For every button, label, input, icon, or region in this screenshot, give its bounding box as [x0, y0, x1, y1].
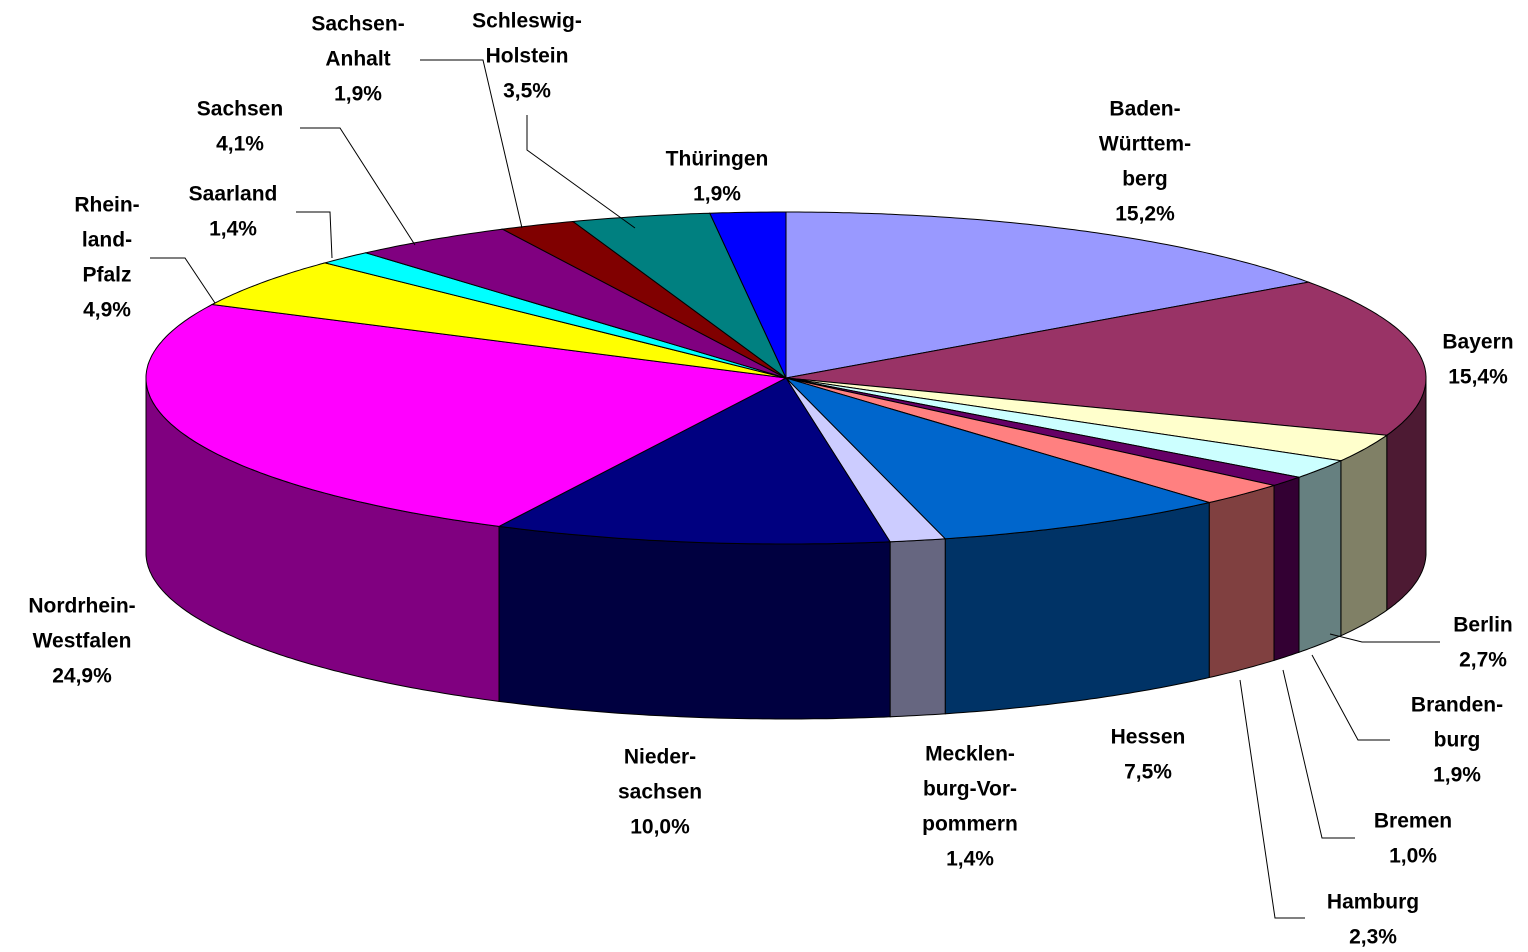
value-label: 1,0%: [1389, 845, 1437, 868]
leader-line: [526, 115, 636, 229]
slice: [785, 377, 1343, 478]
slice-side: [889, 538, 946, 718]
slice-label: burg-Vor-: [923, 778, 1017, 801]
value-label: 2,7%: [1459, 649, 1507, 672]
slice-label: Holstein: [486, 45, 569, 68]
value-label: 1,9%: [334, 83, 382, 106]
slice-label: Bremen: [1374, 810, 1452, 833]
pie-sides: [145, 378, 1427, 720]
pie-top: [145, 211, 1427, 545]
slice-label: Anhalt: [325, 48, 390, 71]
leader-line: [300, 127, 416, 246]
value-label: 1,4%: [946, 848, 994, 871]
value-label: 1,9%: [693, 183, 741, 206]
slice: [363, 228, 787, 379]
slice-side: [1298, 459, 1342, 654]
slice-label: Hamburg: [1327, 891, 1419, 914]
leader-line: [296, 211, 333, 259]
slice-label: Schleswig-: [472, 10, 582, 33]
slice-label: burg: [1434, 729, 1481, 752]
value-label: 15,4%: [1448, 366, 1508, 389]
slice: [571, 212, 787, 379]
slice-side: [1273, 476, 1300, 662]
slice: [785, 377, 1212, 540]
slice-side: [1208, 484, 1275, 679]
value-label: 10,0%: [630, 816, 690, 839]
slice-label: sachsen: [618, 781, 702, 804]
slice: [785, 377, 947, 543]
value-label: 4,1%: [216, 133, 264, 156]
slice: [709, 211, 787, 379]
slice-side: [498, 525, 891, 720]
leader-line: [1239, 679, 1305, 919]
slice-label: Württem-: [1099, 133, 1191, 156]
slice-label: Baden-: [1109, 98, 1180, 121]
slice: [785, 377, 1389, 462]
value-label: 1,9%: [1433, 764, 1481, 787]
slice: [497, 377, 891, 545]
slice-label: Sachsen-: [311, 13, 404, 36]
slice-label: land-: [82, 229, 132, 252]
slice: [500, 220, 787, 379]
slice-label: Saarland: [189, 183, 278, 206]
slice-label: pommern: [922, 813, 1018, 836]
slice-label: Bayern: [1442, 331, 1513, 354]
slice-label: Berlin: [1453, 614, 1513, 637]
value-label: 1,4%: [209, 218, 257, 241]
leader-line: [1329, 633, 1440, 643]
slice-label: Westfalen: [33, 630, 132, 653]
slice: [785, 377, 1300, 486]
slice: [785, 281, 1427, 436]
slice-label: Thüringen: [666, 148, 769, 171]
leader-line: [420, 59, 523, 229]
value-label: 7,5%: [1124, 761, 1172, 784]
slice-side: [1340, 434, 1388, 637]
value-label: 24,9%: [52, 665, 112, 688]
leader-line: [1282, 669, 1355, 839]
slice: [145, 303, 788, 527]
slice: [785, 211, 1311, 379]
slice-label: Rhein-: [74, 194, 139, 217]
leader-line: [150, 257, 216, 304]
slice-label: Branden-: [1411, 694, 1503, 717]
slice-label: berg: [1122, 168, 1168, 191]
value-label: 15,2%: [1115, 203, 1175, 226]
slice-label: Nieder-: [624, 746, 696, 769]
slice-label: Nordrhein-: [28, 595, 135, 618]
slice-label: Mecklen-: [925, 743, 1015, 766]
value-label: 2,3%: [1349, 926, 1397, 949]
value-label: 3,5%: [503, 80, 551, 103]
slice: [785, 377, 1276, 504]
slice: [323, 252, 787, 379]
leader-line: [1311, 654, 1390, 741]
value-label: 4,9%: [83, 299, 131, 322]
slice: [210, 262, 787, 379]
slice-label: Sachsen: [197, 98, 283, 121]
slice-label: Hessen: [1111, 726, 1186, 749]
slice-label: Pfalz: [82, 264, 131, 287]
